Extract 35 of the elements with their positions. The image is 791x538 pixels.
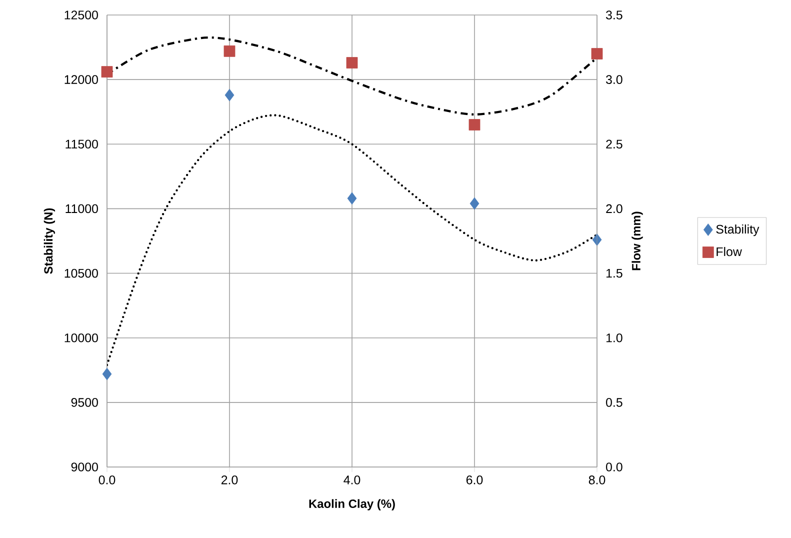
point (470, 197, 480, 210)
legend-label: Flow (716, 246, 742, 256)
y-tick-label: 11500 (66, 140, 98, 149)
point (224, 45, 236, 57)
x-tick-label: 0.0 (98, 476, 116, 484)
point (101, 66, 113, 78)
y2-tick-label: 1.0 (606, 333, 622, 342)
point (347, 192, 357, 205)
point (102, 368, 112, 380)
y-tick-label: 12500 (64, 10, 98, 20)
x-tick-label: 2.0 (221, 476, 238, 484)
y2-tick-label: 0.5 (606, 398, 622, 407)
y2-tick-label: 2.0 (606, 204, 622, 214)
legend-label: Stability (716, 224, 760, 236)
point (224, 88, 234, 102)
x-tick-label: 8.0 (588, 476, 606, 484)
y2-tick-label: 0.0 (606, 462, 622, 472)
y2-tick-label: 3.5 (606, 10, 622, 20)
y2-tick-label: 3.0 (606, 75, 622, 84)
y2-tick-label: 2.5 (606, 140, 622, 149)
x-axis-title: Kaolin Clay (%) (309, 499, 395, 510)
y-tick-label: 10500 (64, 268, 98, 278)
y-tick-label: 11000 (66, 204, 98, 214)
x-tick-label: 4.0 (344, 476, 360, 484)
y-axis-title: Stability (N) (44, 208, 56, 274)
y-tick-label: 9000 (71, 462, 98, 472)
point (591, 48, 603, 60)
y-tick-label: 9500 (71, 398, 98, 407)
y2-tick-label: 1.5 (606, 268, 622, 278)
y-tick-label: 10000 (64, 333, 98, 342)
point (468, 119, 480, 130)
x-tick-label: 6.0 (466, 476, 483, 484)
y-tick-label: 12000 (64, 75, 98, 84)
y2-axis-title: Flow (mm) (632, 212, 643, 270)
point (346, 57, 358, 68)
